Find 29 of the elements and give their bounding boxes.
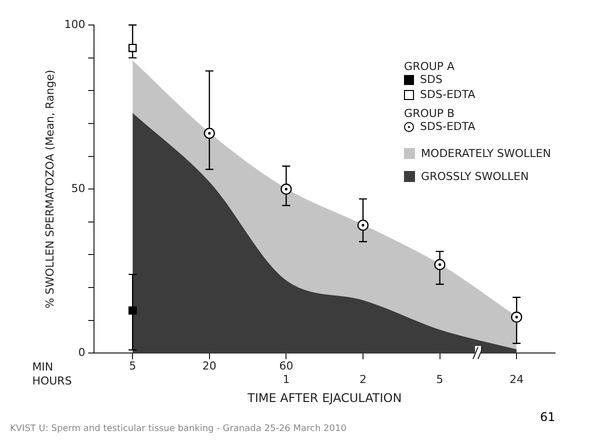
- x-tick-label: 5: [129, 360, 136, 373]
- x-tick-label: 20: [202, 360, 216, 373]
- text: 61: [540, 410, 556, 424]
- legend-label: MODERATELY SWOLLEN: [421, 147, 551, 160]
- legend-label: SDS-EDTA: [420, 120, 476, 133]
- y-axis-title: % SWOLLEN SPERMATOZOA (Mean, Range): [43, 70, 56, 308]
- x-tick-label: 60 1: [279, 360, 294, 386]
- point: [434, 258, 446, 270]
- text: HOURS: [32, 374, 72, 388]
- point: [128, 306, 137, 315]
- point: [204, 128, 215, 139]
- annotation: GROUP B: [404, 107, 456, 120]
- legend-label: SDS-EDTA: [420, 88, 476, 101]
- legend-label: GROSSLY SWOLLEN: [421, 170, 529, 183]
- x-tick-label: 5: [436, 372, 444, 386]
- legend-label: SDS: [420, 73, 442, 86]
- point: [357, 220, 369, 231]
- y-tick-label: 100: [64, 18, 86, 31]
- point: [280, 184, 292, 195]
- annotation: GROUP A: [404, 60, 456, 73]
- point: [128, 44, 137, 52]
- x-tick-label: 2: [360, 372, 366, 386]
- y-tick-label: 50: [71, 182, 86, 195]
- point: [511, 312, 522, 323]
- text: KVIST U: Sperm and testicular tissue banking - Granada 25-26 March 2010: [10, 424, 346, 434]
- text: MIN: [32, 360, 54, 374]
- x-axis-title: TIME AFTER EJACULATION: [246, 390, 402, 405]
- x-tick-label: 24: [510, 372, 524, 386]
- y-tick-label: 0: [78, 346, 86, 360]
